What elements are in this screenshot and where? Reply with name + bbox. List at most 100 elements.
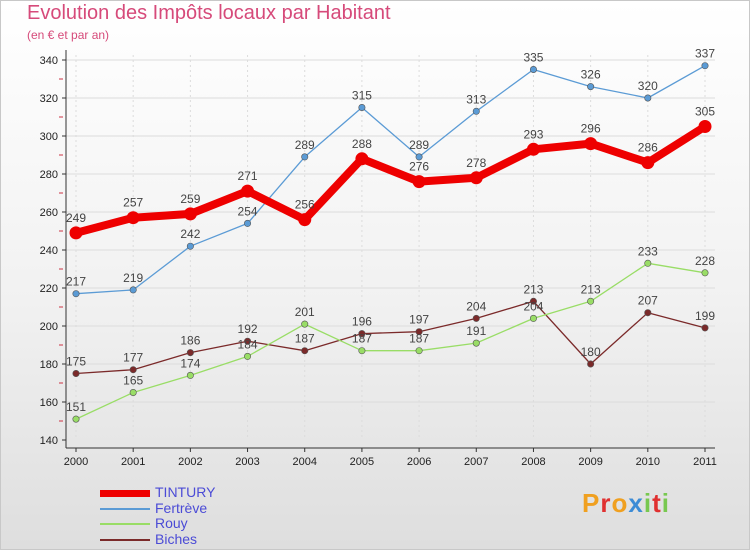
data-point-fertrve: [472, 107, 480, 115]
y-tick-label: 320: [40, 93, 58, 105]
data-point-biches: [358, 330, 366, 338]
y-tick-label: 140: [40, 435, 58, 447]
data-point-fertrve: [129, 286, 137, 294]
data-point-biches: [186, 349, 194, 357]
y-tick-label: 300: [40, 131, 58, 143]
data-label-fertrve: 219: [123, 271, 143, 285]
logo-letter: x: [628, 488, 644, 518]
data-label-biches: 213: [523, 282, 543, 296]
data-point-rouy: [415, 347, 423, 355]
data-label-rouy: 191: [466, 324, 486, 338]
data-point-biches: [301, 347, 309, 355]
legend-swatch: [100, 538, 150, 541]
y-tick-label: 260: [40, 207, 58, 219]
data-point-biches: [472, 314, 480, 322]
data-label-fertrve: 254: [238, 204, 258, 218]
data-labels: 175 177 186 192 187 196 197 204 213 180 207 199 151 1…: [66, 47, 715, 414]
data-point-fertrve: [529, 66, 537, 74]
data-point-rouy: [644, 259, 652, 267]
data-label-biches: 197: [409, 313, 429, 327]
x-tick-label: 2002: [178, 456, 202, 468]
data-label-rouy: 187: [409, 332, 429, 346]
data-label-biches: 177: [123, 351, 143, 365]
legend-swatch: [100, 523, 150, 525]
logo-letter: i: [661, 488, 670, 518]
x-tick-label: 2004: [292, 456, 316, 468]
data-label-fertrve: 313: [466, 92, 486, 106]
data-label-fertrve: 242: [180, 227, 200, 241]
y-tick-label: 240: [40, 245, 58, 257]
data-label-fertrve: 320: [638, 79, 658, 93]
y-tick-label: 180: [40, 359, 58, 371]
legend-label: Biches: [155, 530, 198, 547]
data-point-rouy: [129, 388, 137, 396]
data-label-biches: 207: [638, 294, 658, 308]
data-point-tintury: [698, 120, 712, 133]
data-label-rouy: 228: [695, 254, 715, 268]
data-point-tintury: [69, 226, 83, 240]
y-tick-label: 280: [40, 169, 58, 181]
data-label-tintury: 276: [409, 160, 429, 174]
x-tick-label: 2005: [350, 456, 374, 468]
data-point-biches: [644, 309, 652, 317]
data-label-rouy: 213: [581, 282, 601, 296]
y-tick-label: 200: [40, 321, 58, 333]
data-point-rouy: [472, 339, 480, 347]
data-label-biches: 199: [695, 309, 715, 323]
data-point-rouy: [358, 347, 366, 355]
data-point-fertrve: [701, 62, 709, 70]
data-point-rouy: [244, 352, 252, 360]
data-label-fertrve: 337: [695, 47, 715, 61]
data-label-tintury: 286: [638, 141, 658, 155]
data-label-fertrve: 289: [409, 138, 429, 152]
data-label-rouy: 201: [295, 305, 315, 319]
data-point-tintury: [469, 171, 483, 185]
logo-letter: i: [643, 488, 653, 518]
data-label-rouy: 151: [66, 400, 86, 414]
legend-label: Rouy: [155, 515, 188, 531]
data-label-tintury: 257: [123, 196, 143, 210]
data-point-biches: [529, 297, 537, 305]
data-label-fertrve: 289: [295, 138, 315, 152]
data-label-fertrve: 335: [523, 51, 543, 65]
data-label-tintury: 296: [581, 122, 601, 136]
logo-letter: r: [600, 488, 612, 518]
data-label-biches: 186: [180, 334, 200, 348]
data-point-fertrve: [186, 242, 194, 250]
x-tick-label: 2000: [64, 456, 88, 468]
series-line-tintury: [72, 122, 709, 237]
data-point-fertrve: [358, 104, 366, 112]
data-point-tintury: [584, 137, 598, 151]
axes: 140 160 180 200 220 240 260 280 300 320 340 2000 200…: [40, 50, 717, 468]
chart-subtitle: (en € et par an): [27, 28, 110, 42]
y-tick-label: 340: [40, 55, 58, 67]
series-line-biches: [75, 300, 706, 375]
data-label-biches: 180: [581, 345, 601, 359]
x-tick-label: 2011: [693, 456, 717, 468]
data-label-tintury: 293: [523, 127, 543, 141]
x-tick-label: 2006: [407, 456, 431, 468]
data-point-rouy: [186, 371, 194, 379]
data-point-fertrve: [415, 153, 423, 161]
chart-title: Evolution des Impôts locaux par Habitant: [27, 2, 391, 24]
x-tick-label: 2008: [521, 456, 545, 468]
logo-letter: t: [652, 488, 662, 518]
data-label-biches: 196: [352, 315, 372, 329]
x-tick-label: 2001: [121, 456, 145, 468]
data-point-tintury: [183, 207, 197, 221]
data-point-tintury: [241, 184, 255, 198]
data-point-rouy: [72, 415, 80, 423]
data-point-tintury: [298, 213, 312, 227]
data-label-fertrve: 326: [581, 68, 601, 82]
data-point-tintury: [126, 211, 140, 225]
data-point-biches: [72, 369, 80, 377]
data-label-tintury: 288: [352, 137, 372, 151]
x-tick-label: 2007: [464, 456, 488, 468]
series-line-fertrve: [75, 65, 706, 295]
grid: [66, 55, 715, 440]
data-label-tintury: 249: [66, 211, 86, 225]
data-point-fertrve: [301, 153, 309, 161]
data-point-tintury: [355, 152, 369, 166]
